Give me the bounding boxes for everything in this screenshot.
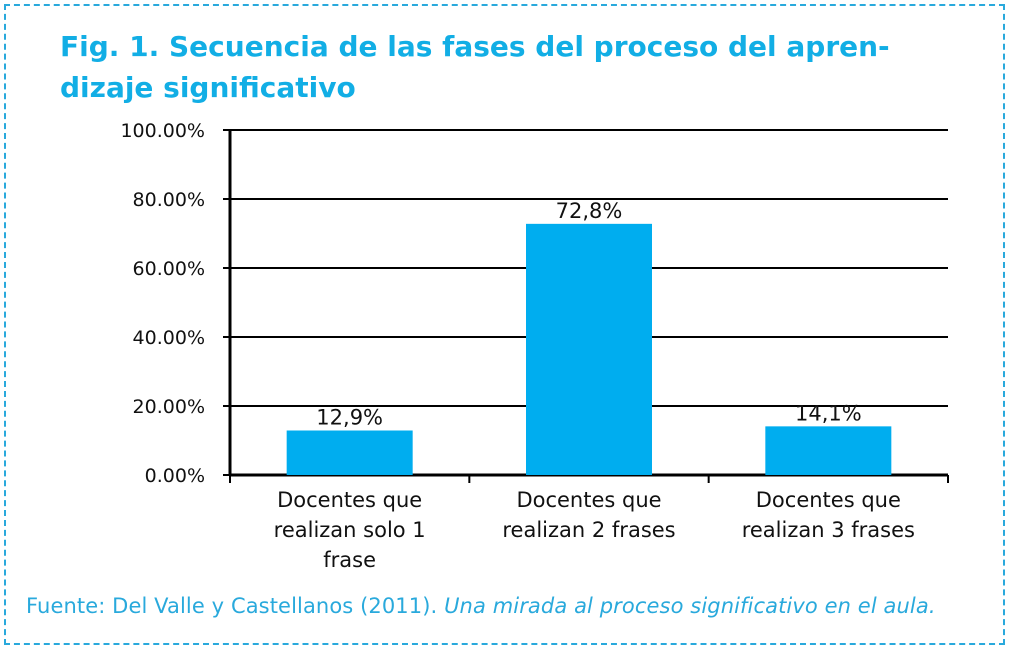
title-line-1: Fig. 1. Secuencia de las fases del proce…	[60, 30, 890, 63]
x-tick-label: Docentes que	[277, 488, 422, 512]
x-tick-label: Docentes que	[516, 488, 661, 512]
x-tick-label: frase	[323, 548, 376, 572]
x-tick-label: realizan 2 frases	[502, 518, 675, 542]
source-work: Una mirada al proceso significativo en e…	[444, 594, 936, 618]
bar	[286, 430, 413, 475]
y-tick-label: 40.00%	[133, 327, 205, 349]
title-line-2: dizaje significativo	[60, 71, 356, 104]
x-tick-label: realizan 3 frases	[742, 518, 915, 542]
y-tick-label: 20.00%	[133, 396, 205, 418]
source-prefix: Fuente: Del Valle y Castellanos (2011).	[26, 594, 445, 618]
data-label: 72,8%	[556, 199, 623, 223]
bar	[526, 223, 652, 475]
bar	[765, 426, 892, 475]
x-tick-label: Docentes que	[756, 488, 901, 512]
y-tick-label: 0.00%	[145, 465, 205, 487]
figure-title: Fig. 1. Secuencia de las fases del proce…	[60, 26, 960, 108]
x-tick-label: realizan solo 1	[274, 518, 426, 542]
source-note: Fuente: Del Valle y Castellanos (2011). …	[26, 594, 936, 618]
data-label: 12,9%	[316, 405, 383, 429]
y-tick-label: 80.00%	[133, 189, 205, 211]
y-tick-label: 60.00%	[133, 258, 205, 280]
figure-frame	[4, 4, 1005, 645]
y-tick-label: 100.00%	[120, 120, 205, 142]
data-label: 14,1%	[795, 401, 862, 425]
